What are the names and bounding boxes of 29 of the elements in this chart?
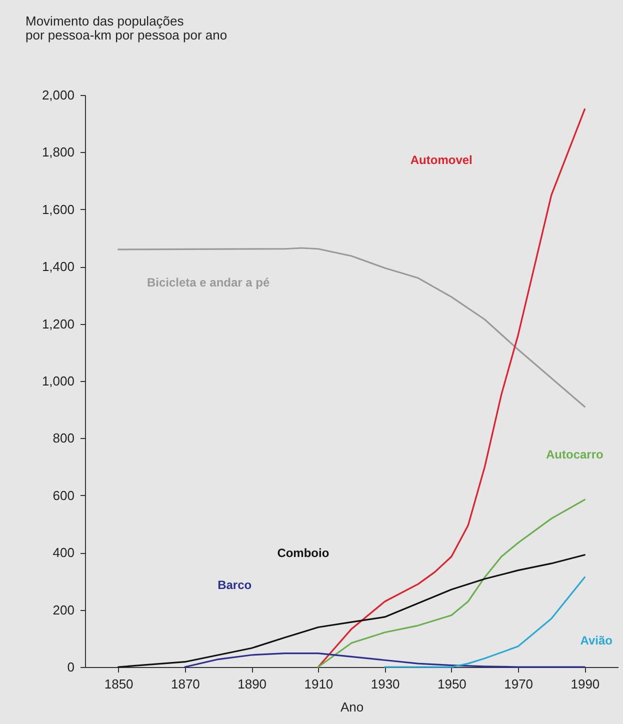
y-tick-label: 600 <box>52 488 74 503</box>
y-tick-label: 1,200 <box>42 316 74 332</box>
y-tick-label: 1,000 <box>42 374 74 388</box>
x-tick-label: 1990 <box>570 676 600 692</box>
text: Comboio <box>277 546 330 560</box>
x-tick-label: 1910 <box>304 676 334 692</box>
y-tick-label: 1,600 <box>42 202 74 217</box>
line-series <box>184 652 586 668</box>
y-tick-label: 1,800 <box>42 144 74 160</box>
text: Automovel <box>410 153 472 168</box>
x-tick-label: 1870 <box>170 676 200 692</box>
y-axis-title: Movimento das populações por pessoa-km por pessoa por ano <box>26 14 228 42</box>
y-tick-label: 800 <box>52 430 74 446</box>
x-tick-label: 1890 <box>238 676 267 692</box>
x-tick-label: 1850 <box>104 676 134 692</box>
x-axis-title: Ano <box>340 700 364 714</box>
line-series <box>118 247 586 408</box>
text: Autocarro <box>546 448 604 462</box>
x-tick-label: 1950 <box>437 676 466 692</box>
y-tick-label: 0 <box>67 660 74 674</box>
x-tick-label: 1970 <box>504 676 534 692</box>
text: Barco <box>218 578 252 592</box>
y-tick-label: 400 <box>52 545 74 560</box>
text: Avião <box>580 634 612 648</box>
y-tick-label: 2,000 <box>42 88 74 102</box>
x-tick-label: 1930 <box>370 676 400 692</box>
y-tick-label: 1,400 <box>42 259 74 274</box>
y-tick-label: 200 <box>52 602 74 618</box>
text: Bicicleta e andar a pé <box>146 275 270 290</box>
